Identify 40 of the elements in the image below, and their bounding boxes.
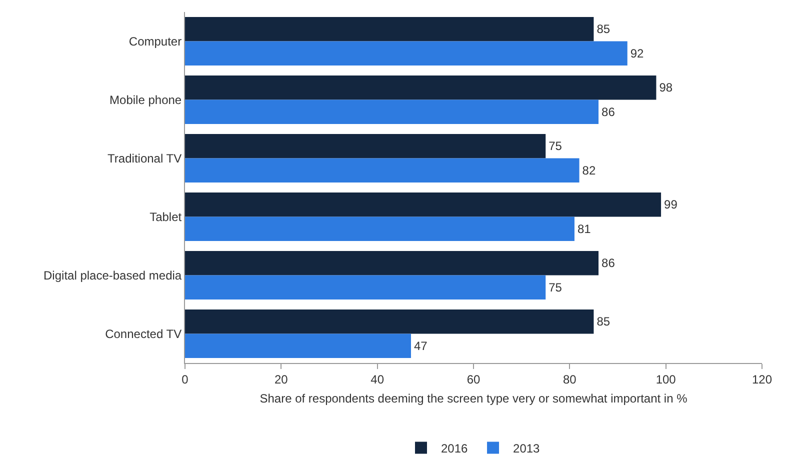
bar [185, 134, 546, 158]
bar [185, 100, 599, 124]
data-label: 85 [596, 22, 610, 36]
data-label: 85 [596, 314, 610, 329]
data-label: 92 [630, 46, 644, 60]
data-label: 82 [582, 163, 596, 178]
x-tick-label: 60 [466, 372, 480, 386]
legend-label: 2013 [513, 441, 540, 456]
x-tick-label: 20 [274, 372, 288, 386]
x-tick-label: 120 [752, 372, 772, 386]
data-label: 98 [659, 80, 673, 95]
bar [185, 216, 574, 242]
bar [185, 192, 662, 217]
x-tick-label: 0 [182, 372, 189, 386]
bar [185, 334, 411, 358]
bar [185, 275, 546, 300]
bar [185, 309, 594, 334]
y-tick-label: Traditional TV [108, 151, 182, 166]
data-label: 81 [577, 222, 592, 236]
bar [185, 41, 628, 66]
y-tick-label: Connected TV [105, 326, 182, 341]
data-label: 75 [548, 139, 562, 154]
y-tick-label: Mobile phone [110, 92, 182, 107]
x-tick-label: 100 [656, 372, 676, 386]
y-tick-label: Computer [128, 34, 182, 48]
data-label: 86 [602, 104, 616, 119]
y-tick-label: Tablet [150, 210, 182, 224]
y-tick-label: Digital place-based media [44, 268, 182, 282]
bar [185, 158, 580, 183]
data-label: 99 [664, 198, 678, 212]
data-label: 47 [414, 338, 428, 353]
data-label: 75 [548, 280, 562, 294]
legend-label: 2016 [441, 441, 468, 456]
x-tick-label: 40 [370, 372, 384, 386]
data-label: 86 [602, 256, 616, 270]
bar [185, 250, 599, 276]
bar [185, 75, 656, 100]
x-axis-title: Share of respondents deeming the screen type very or somewhat important in % [260, 391, 688, 406]
x-tick-label: 80 [562, 372, 577, 386]
bar [185, 16, 594, 42]
